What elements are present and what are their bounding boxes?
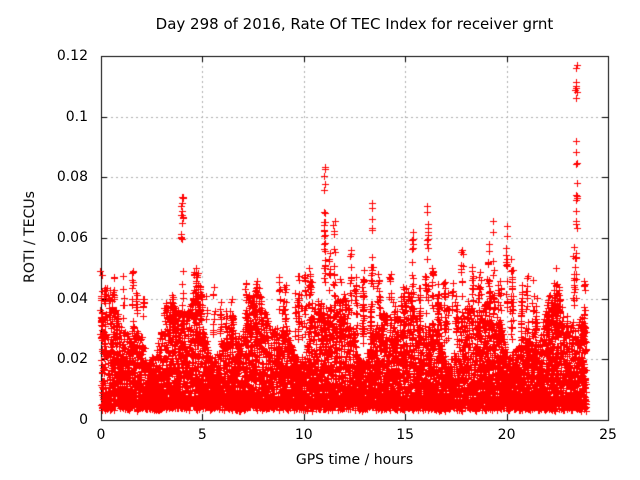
x-tick-label: 0 <box>96 427 106 443</box>
x-tick-label: 5 <box>197 427 207 443</box>
x-axis-label: GPS time / hours <box>295 452 414 468</box>
y-tick-label: 0.08 <box>56 169 88 186</box>
x-tick-label: 15 <box>396 427 415 443</box>
y-tick-label: 0.02 <box>56 351 88 368</box>
y-tick-label: 0.12 <box>56 48 88 64</box>
y-tick-label: 0.06 <box>56 230 88 246</box>
chart-title: Day 298 of 2016, Rate Of TEC Index for r… <box>155 15 554 33</box>
y-tick-label: 0.1 <box>65 108 88 125</box>
x-tick-label: 10 <box>294 427 313 443</box>
x-tick-label: 20 <box>497 427 516 443</box>
y-tick-label: 0 <box>79 412 88 428</box>
x-tick-label: 25 <box>599 427 617 443</box>
y-tick-label: 0.04 <box>56 290 88 307</box>
